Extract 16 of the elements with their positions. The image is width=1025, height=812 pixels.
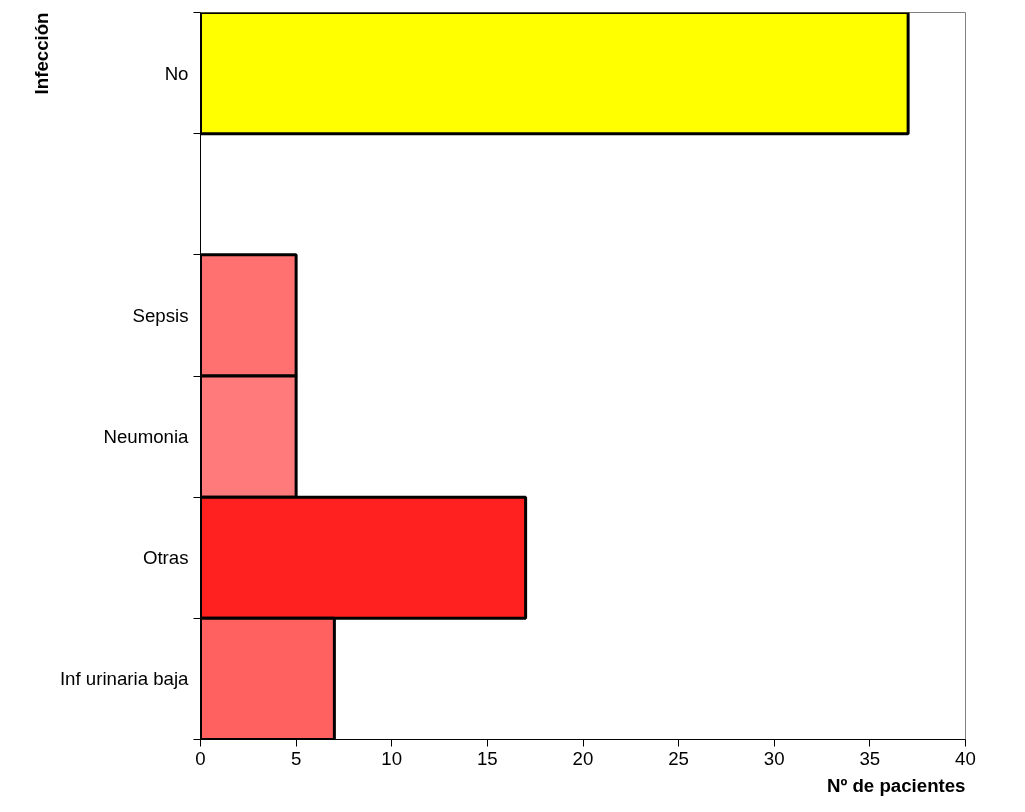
x-tick-label: 15	[477, 747, 498, 769]
y-tick-label: Otras	[142, 547, 189, 569]
x-tick-label: 20	[572, 747, 594, 769]
x-tick-label: 25	[668, 747, 690, 769]
x-tick-label: 40	[955, 747, 976, 769]
x-axis-title: Nº de pacientes	[827, 774, 966, 796]
y-tick-label: Neumonia	[103, 426, 190, 448]
y-tick-label: Inf urinaria baja	[59, 668, 190, 690]
x-tick-label: 5	[290, 747, 302, 769]
y-axis-title: Infección	[30, 12, 52, 95]
x-tick-label: 30	[763, 747, 785, 769]
x-tick-label: 10	[381, 747, 403, 769]
x-tick-label: 35	[859, 747, 881, 769]
y-tick-label: No	[164, 62, 189, 84]
y-tick-label: Sepsis	[132, 304, 189, 326]
x-tick-label: 0	[195, 747, 206, 769]
